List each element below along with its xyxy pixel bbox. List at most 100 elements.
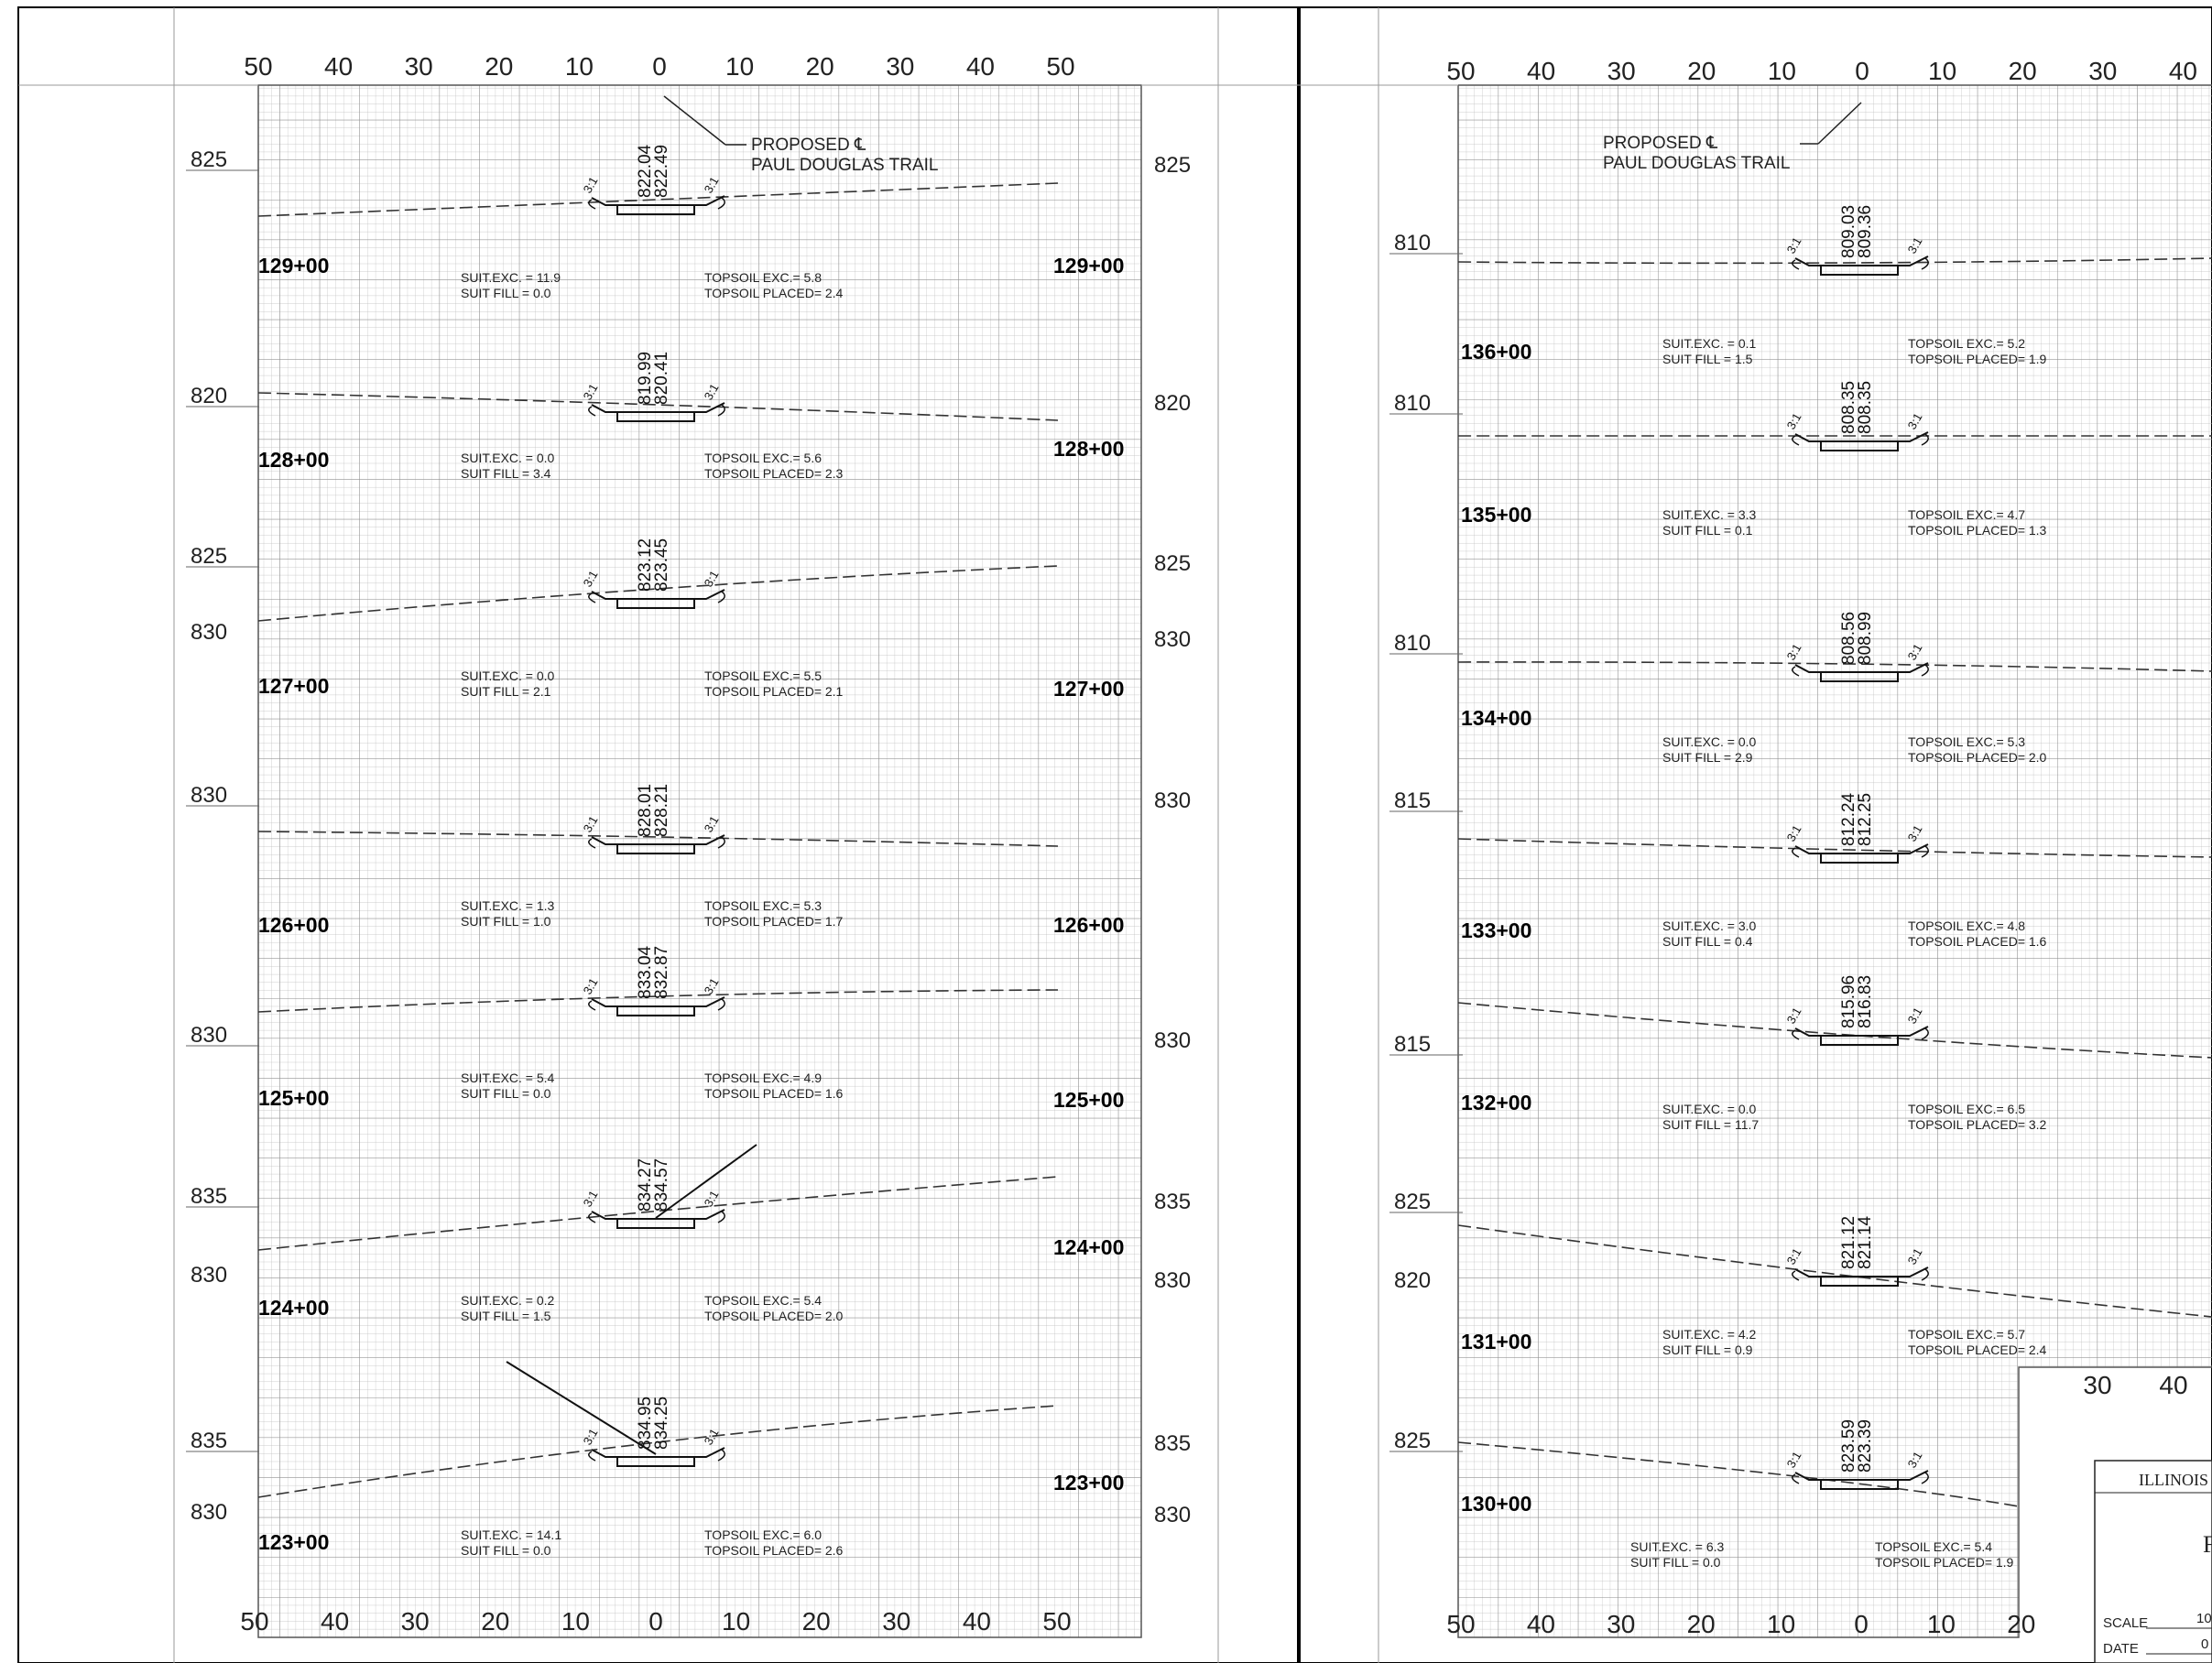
station-label-right: 129+00 — [1053, 254, 1124, 277]
elevation-tick-left: 815 — [1394, 788, 1431, 813]
title-block-scale-value: 10 — [2196, 1611, 2212, 1626]
station-label: 129+00 — [258, 254, 329, 277]
topsoil-placed-qty: TOPSOIL PLACED= 2.6 — [704, 1543, 844, 1558]
leader-line-123 — [506, 1361, 657, 1455]
suit-exc-qty: SUIT.EXC. = 5.4 — [461, 1071, 555, 1085]
elevation-tick-left: 825 — [191, 147, 227, 172]
left-slope-mark — [1792, 1473, 1800, 1484]
existing-ground-line — [257, 182, 1059, 217]
topsoil-exc-qty: TOPSOIL EXC.= 5.6 — [704, 451, 822, 465]
suit-fill-qty: SUIT FILL = 1.0 — [461, 914, 551, 929]
elevation-tick-left-2: 820 — [1394, 1268, 1431, 1293]
sheet-border — [17, 6, 2212, 1663]
right-slope-mark — [1921, 433, 1929, 446]
trail-pavement — [616, 1218, 695, 1229]
suit-exc-qty: SUIT.EXC. = 6.3 — [1630, 1539, 1725, 1554]
margin-lines — [18, 7, 1458, 1663]
offset-tick-label: 10 — [1928, 57, 1956, 85]
offset-tick-label: 50 — [1446, 57, 1475, 85]
proposed-elevation-label: 808.35 — [1856, 381, 1875, 434]
trail-pavement — [616, 1456, 695, 1467]
offset-tick-label: 40 — [1527, 57, 1555, 85]
offset-tick-label: 10 — [722, 1607, 750, 1636]
existing-elevation-label: 834.27 — [636, 1158, 655, 1212]
offset-tick-label: 10 — [565, 52, 594, 81]
topsoil-exc-qty: TOPSOIL EXC.= 5.8 — [704, 270, 822, 285]
station-label: 123+00 — [258, 1530, 329, 1554]
right-slope-mark — [717, 404, 725, 417]
trail-pavement — [1820, 265, 1899, 276]
proposed-elevation-label: 821.14 — [1856, 1215, 1875, 1269]
elevation-tick-left: 825 — [191, 544, 227, 569]
elevation-tick-right-2: 830 — [1154, 1503, 1191, 1527]
offset-tick-label: 0 — [648, 1607, 663, 1636]
existing-elevation-label: 812.24 — [1839, 792, 1858, 846]
proposed-elevation-label: 822.49 — [652, 145, 671, 198]
offset-tick-label: 30 — [405, 52, 433, 81]
trail-pavement — [1820, 1479, 1899, 1490]
left-slope-mark — [588, 592, 596, 603]
topsoil-exc-qty: TOPSOIL EXC.= 6.5 — [1908, 1102, 2025, 1116]
existing-elevation-label: 833.04 — [636, 945, 655, 999]
suit-fill-qty: SUIT FILL = 2.9 — [1662, 750, 1753, 765]
offset-tick-label: 30 — [882, 1607, 910, 1636]
title-block: ILLINOIS F SCALE 10 DATE 0 — [2094, 1460, 2212, 1663]
proposed-elevation-label: 828.21 — [652, 784, 671, 837]
topsoil-exc-qty: TOPSOIL EXC.= 4.7 — [1908, 507, 2025, 522]
elevation-tick-right: 825 — [1154, 153, 1191, 178]
existing-elevation-label: 822.04 — [636, 144, 655, 198]
right-slope-mark — [1921, 257, 1929, 270]
elevation-tick-right: 825 — [1154, 551, 1191, 576]
existing-ground-line — [1457, 1002, 2212, 1059]
station-label: 135+00 — [1461, 503, 1531, 527]
elevation-tick-left: 810 — [1394, 231, 1431, 255]
left-slope-mark — [1792, 847, 1800, 858]
topsoil-exc-qty: TOPSOIL EXC.= 6.0 — [704, 1527, 822, 1542]
title-block-letter: F — [2203, 1531, 2212, 1558]
elevation-tick-left: 820 — [191, 384, 227, 408]
elevation-tick-right: 835 — [1154, 1431, 1191, 1456]
offset-tick-label: 30 — [2083, 1371, 2111, 1399]
topsoil-exc-qty: TOPSOIL EXC.= 4.8 — [1908, 918, 2025, 933]
suit-fill-qty: SUIT FILL = 2.1 — [461, 684, 551, 699]
offset-tick-label: 30 — [1607, 1610, 1635, 1638]
topsoil-placed-qty: TOPSOIL PLACED= 2.4 — [1908, 1342, 2047, 1357]
station-label: 131+00 — [1461, 1330, 1531, 1353]
topsoil-exc-qty: TOPSOIL EXC.= 4.9 — [704, 1071, 822, 1085]
proposed-elevation-label: 820.41 — [652, 352, 671, 405]
elevation-tick-left: 810 — [1394, 631, 1431, 656]
leader-line-124 — [655, 1144, 757, 1219]
topsoil-placed-qty: TOPSOIL PLACED= 1.3 — [1908, 523, 2047, 538]
suit-fill-qty: SUIT FILL = 1.5 — [461, 1309, 551, 1323]
suit-fill-qty: SUIT FILL = 0.0 — [461, 286, 551, 300]
existing-ground-line — [1457, 838, 2212, 858]
title-block-org: ILLINOIS — [2139, 1471, 2208, 1489]
existing-ground-line — [257, 831, 1059, 847]
left-slope-mark — [588, 1000, 596, 1011]
topsoil-exc-qty: TOPSOIL EXC.= 5.2 — [1908, 336, 2025, 351]
offset-tick-label: 20 — [481, 1607, 509, 1636]
trail-pavement — [1820, 1035, 1899, 1046]
right-slope-mark — [717, 998, 725, 1011]
suit-exc-qty: SUIT.EXC. = 0.2 — [461, 1293, 555, 1308]
suit-exc-qty: SUIT.EXC. = 0.1 — [1662, 336, 1757, 351]
trail-pavement — [1820, 671, 1899, 682]
right-grid — [1457, 84, 2212, 1638]
topsoil-placed-qty: TOPSOIL PLACED= 2.4 — [704, 286, 844, 300]
left-slope-mark — [1792, 435, 1800, 446]
existing-ground-line — [1457, 1224, 2212, 1318]
topsoil-placed-qty: TOPSOIL PLACED= 1.7 — [704, 914, 844, 929]
left-callout-line2: PAUL DOUGLAS TRAIL — [751, 156, 939, 175]
station-label-right: 128+00 — [1053, 437, 1124, 461]
trail-pavement — [616, 598, 695, 609]
right-slope-mark — [717, 1449, 725, 1462]
right-slope-mark — [1921, 1472, 1929, 1484]
elevation-tick-right: 830 — [1154, 788, 1191, 813]
suit-fill-qty: SUIT FILL = 0.0 — [461, 1086, 551, 1101]
